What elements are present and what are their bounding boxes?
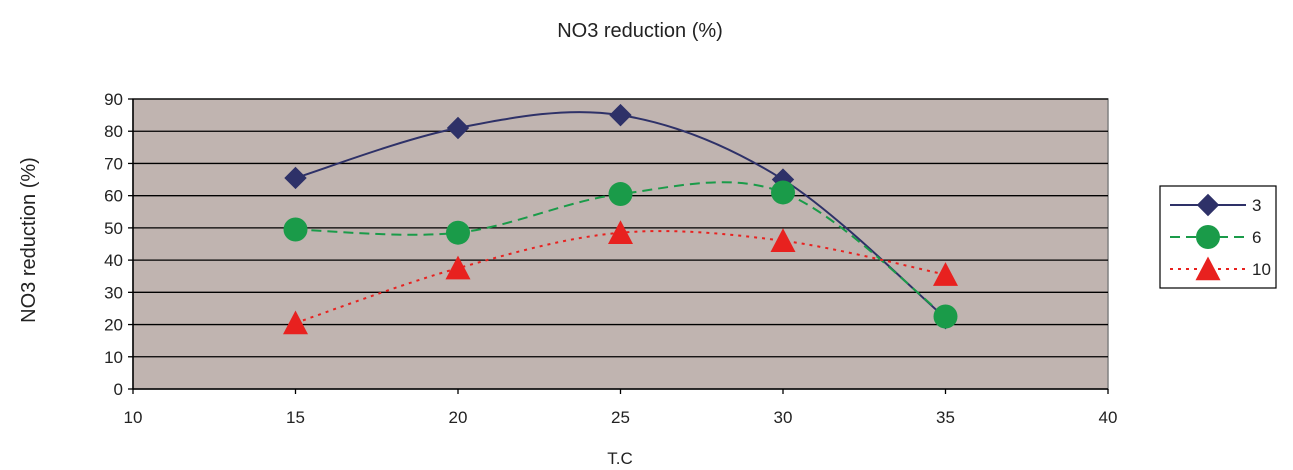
x-tick-label: 20 bbox=[449, 408, 468, 427]
data-point bbox=[445, 255, 471, 280]
x-axis-ticks: 10 15 20 25 30 35 40 bbox=[124, 389, 1118, 427]
x-tick-label: 30 bbox=[774, 408, 793, 427]
legend-marker bbox=[1196, 225, 1220, 249]
legend-label: 3 bbox=[1252, 196, 1261, 215]
legend-item-3: 3 bbox=[1170, 193, 1261, 217]
y-tick-label: 90 bbox=[104, 90, 123, 109]
y-tick-label: 20 bbox=[104, 316, 123, 335]
data-point bbox=[284, 166, 307, 190]
data-point bbox=[609, 103, 632, 127]
y-tick-label: 50 bbox=[104, 219, 123, 238]
y-tick-label: 0 bbox=[114, 380, 123, 399]
series-group bbox=[283, 103, 958, 335]
data-point bbox=[446, 116, 470, 140]
x-tick-label: 15 bbox=[286, 408, 305, 427]
data-point bbox=[446, 220, 470, 245]
legend: 3 6 10 bbox=[1159, 185, 1277, 289]
x-tick-label: 35 bbox=[936, 408, 955, 427]
x-axis-label: T.C bbox=[607, 449, 633, 468]
y-tick-label: 70 bbox=[104, 154, 123, 173]
legend-label: 6 bbox=[1252, 228, 1261, 247]
y-tick-label: 60 bbox=[104, 187, 123, 206]
x-tick-label: 10 bbox=[124, 408, 143, 427]
data-point bbox=[933, 262, 958, 286]
legend-label: 10 bbox=[1252, 260, 1271, 279]
data-point bbox=[771, 180, 795, 205]
series-10 bbox=[283, 220, 958, 335]
legend-marker bbox=[1195, 256, 1221, 281]
data-point bbox=[770, 228, 796, 253]
series-6 bbox=[283, 180, 958, 329]
x-tick-label: 25 bbox=[611, 408, 630, 427]
y-tick-label: 40 bbox=[104, 251, 123, 270]
data-point bbox=[283, 217, 308, 242]
plot-area bbox=[132, 98, 1109, 390]
legend-item-6: 6 bbox=[1170, 225, 1261, 249]
data-point bbox=[933, 304, 958, 329]
chart-title: NO3 reduction (%) bbox=[557, 20, 723, 42]
y-tick-label: 80 bbox=[104, 122, 123, 141]
data-point bbox=[608, 182, 633, 207]
legend-marker bbox=[1196, 193, 1220, 217]
y-tick-label: 10 bbox=[104, 348, 123, 367]
y-axis-label: NO3 reduction (%) bbox=[18, 157, 40, 323]
x-tick-label: 40 bbox=[1099, 408, 1118, 427]
y-axis-ticks: 0 10 20 30 40 50 60 70 80 90 bbox=[104, 90, 133, 399]
y-tick-label: 30 bbox=[104, 283, 123, 302]
legend-item-10: 10 bbox=[1170, 256, 1271, 281]
series-line bbox=[295, 181, 947, 318]
data-point bbox=[608, 220, 633, 244]
data-point bbox=[283, 310, 308, 335]
